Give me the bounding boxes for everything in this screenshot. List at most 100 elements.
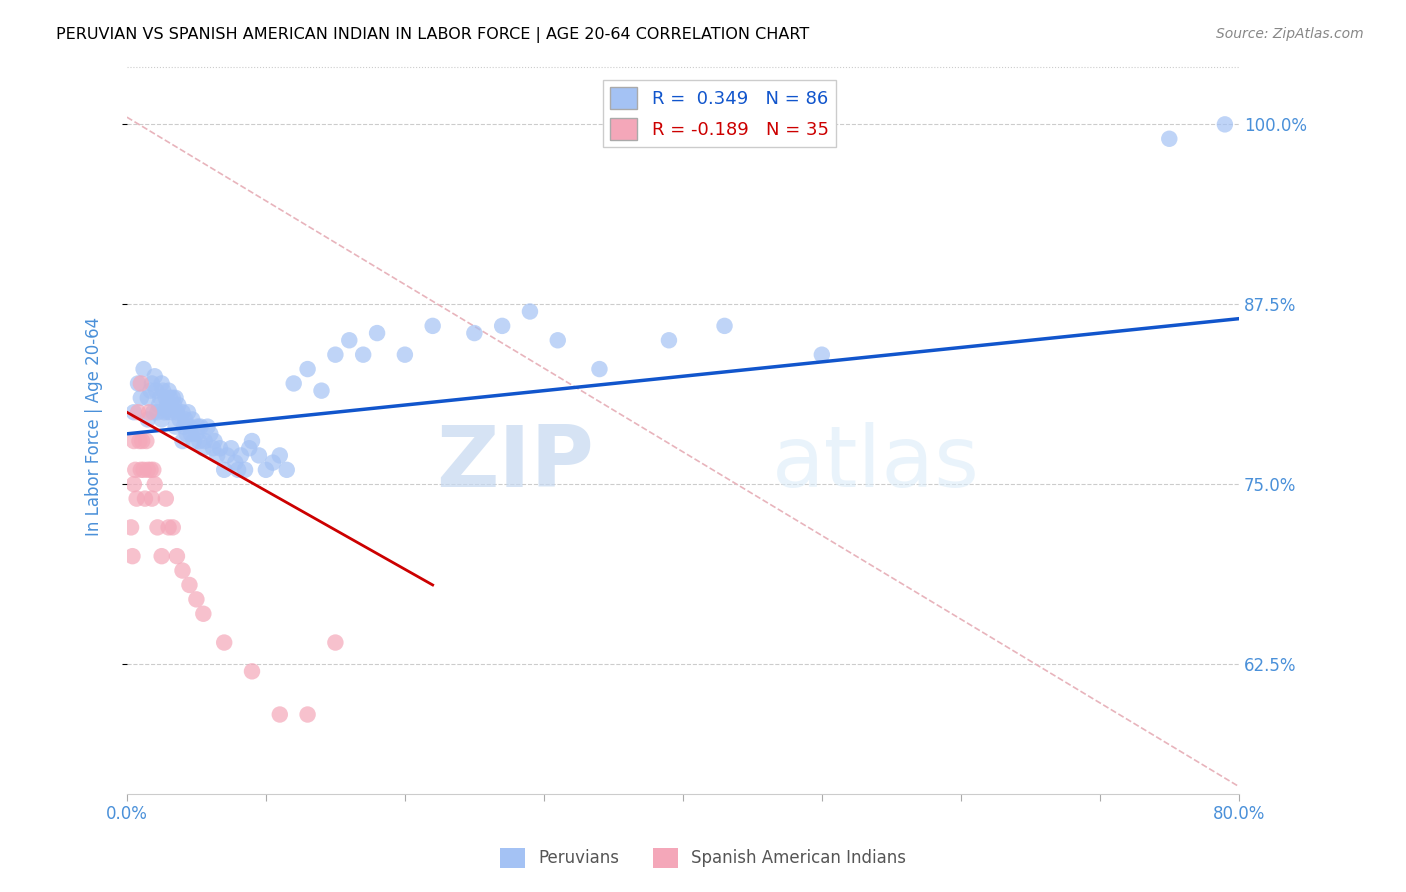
Point (187, 419, 209, 434)
Point (172, 564, 194, 578)
Point (262, 456, 284, 470)
Point (146, 520, 169, 534)
Point (155, 391, 177, 405)
Point (138, 405, 160, 419)
Point (162, 520, 184, 534)
Point (325, 348, 347, 362)
Point (172, 405, 194, 419)
Point (519, 304, 541, 318)
Point (145, 384, 167, 398)
Point (588, 362, 610, 376)
Point (127, 376, 149, 391)
Point (254, 463, 277, 477)
Point (176, 426, 198, 441)
Point (165, 419, 187, 434)
Point (125, 491, 148, 506)
Point (136, 391, 159, 405)
Point (129, 391, 152, 405)
Y-axis label: In Labor Force | Age 20-64: In Labor Force | Age 20-64 (86, 317, 103, 536)
Text: PERUVIAN VS SPANISH AMERICAN INDIAN IN LABOR FORCE | AGE 20-64 CORRELATION CHART: PERUVIAN VS SPANISH AMERICAN INDIAN IN L… (56, 27, 810, 43)
Point (179, 578, 201, 592)
Point (394, 348, 416, 362)
Point (240, 665, 263, 679)
Point (152, 384, 174, 398)
Point (165, 391, 187, 405)
Point (337, 333, 360, 347)
Point (142, 405, 165, 419)
Point (129, 463, 152, 477)
Point (193, 441, 215, 455)
Text: ZIP: ZIP (436, 422, 593, 505)
Point (141, 491, 163, 506)
Point (134, 491, 156, 506)
Point (190, 419, 212, 434)
Point (297, 362, 319, 376)
Point (269, 449, 291, 463)
Point (352, 348, 374, 362)
Point (269, 707, 291, 722)
Point (658, 333, 681, 347)
Point (188, 434, 211, 448)
Point (155, 491, 177, 506)
Point (193, 607, 215, 621)
Point (491, 318, 513, 333)
Point (212, 635, 235, 649)
Point (135, 434, 157, 448)
Point (153, 405, 176, 419)
Point (146, 405, 169, 419)
Point (463, 326, 485, 340)
Point (139, 384, 162, 398)
Point (122, 405, 145, 419)
Point (276, 463, 298, 477)
Point (160, 405, 183, 419)
Point (166, 405, 188, 419)
Point (186, 426, 208, 441)
Point (240, 434, 263, 448)
Point (122, 434, 145, 448)
Point (157, 405, 180, 419)
Point (131, 434, 153, 448)
Point (197, 419, 219, 434)
Point (179, 419, 201, 434)
Point (183, 434, 205, 448)
Point (181, 412, 204, 426)
Point (143, 369, 166, 384)
Point (366, 326, 388, 340)
Point (120, 520, 142, 534)
Point (157, 384, 180, 398)
Point (173, 419, 195, 434)
Point (159, 391, 181, 405)
Point (180, 426, 202, 441)
Point (422, 318, 444, 333)
Point (713, 318, 735, 333)
Point (325, 635, 347, 649)
Legend: R =  0.349   N = 86, R = -0.189   N = 35: R = 0.349 N = 86, R = -0.189 N = 35 (603, 79, 837, 147)
Point (143, 477, 166, 491)
Point (1213, 117, 1236, 131)
Point (149, 391, 172, 405)
Point (233, 463, 256, 477)
Point (208, 441, 231, 455)
Point (167, 398, 190, 412)
Point (122, 477, 145, 491)
Point (202, 441, 225, 455)
Point (169, 412, 191, 426)
Point (207, 449, 229, 463)
Point (172, 434, 194, 448)
Point (204, 434, 226, 448)
Point (150, 376, 173, 391)
Point (121, 549, 143, 564)
Point (142, 463, 165, 477)
Text: atlas: atlas (772, 422, 980, 505)
Point (129, 376, 152, 391)
Point (229, 449, 252, 463)
Point (166, 549, 188, 564)
Legend: Peruvians, Spanish American Indians: Peruvians, Spanish American Indians (494, 841, 912, 875)
Point (132, 362, 155, 376)
Point (297, 707, 319, 722)
Point (177, 405, 200, 419)
Point (136, 463, 159, 477)
Point (311, 384, 333, 398)
Point (215, 449, 238, 463)
Point (238, 441, 260, 455)
